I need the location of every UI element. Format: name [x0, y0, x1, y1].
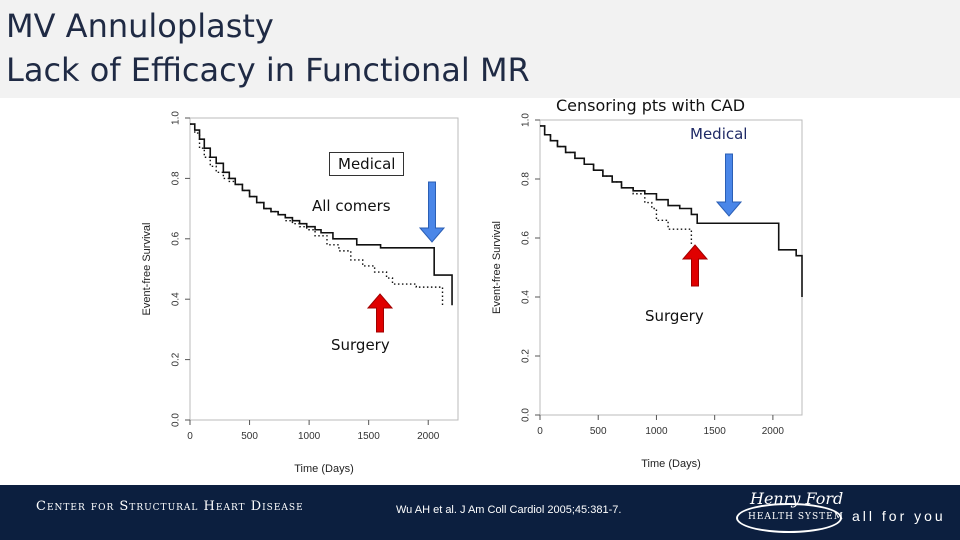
- right-medical-label: Medical: [690, 125, 748, 143]
- chart-1-ylabel: Event-free Survival: [491, 221, 503, 314]
- right-surgery-arrow-icon: [681, 244, 709, 287]
- left-medical-arrow-icon: [418, 181, 446, 243]
- chart-1-frame: [539, 119, 803, 416]
- chart-0-series-medical: [190, 123, 453, 306]
- slide-title-line2: Lack of Efficacy in Functional MR: [6, 51, 530, 89]
- chart-0-xtick-label-0: 0: [187, 431, 193, 442]
- chart-1-ytick-label-3: 0.6: [521, 231, 532, 245]
- chart-1-xtick-label-4: 2000: [762, 426, 785, 437]
- logo-ellipse-icon: [736, 503, 842, 533]
- chart-0-ytick-label-3: 0.6: [171, 231, 182, 245]
- chart-1-xlabel: Time (Days): [641, 458, 700, 470]
- chart-0-xtick-label-1: 500: [241, 431, 258, 442]
- chart-1-xtick-label-0: 0: [537, 426, 543, 437]
- left-surgery-label: Surgery: [331, 336, 390, 354]
- chart-1-xtick-label-1: 500: [590, 426, 607, 437]
- chart-0-ytick-label-2: 0.4: [171, 292, 182, 306]
- chart-1-ytick-label-5: 1.0: [521, 113, 532, 127]
- chart-1-series-medical: [540, 125, 803, 297]
- left-all-comers-label: All comers: [312, 197, 391, 215]
- slide-title-line1: MV Annuloplasty: [6, 7, 274, 45]
- chart-0-ytick-label-0: 0.0: [171, 413, 182, 427]
- title-bar: [0, 0, 960, 98]
- footer-citation: Wu AH et al. J Am Coll Cardiol 2005;45:3…: [396, 504, 622, 516]
- chart-0-series-surgery: [190, 123, 444, 306]
- logo-subtitle: HEALTH SYSTEM: [748, 512, 844, 522]
- chart-0-ytick-label-4: 0.8: [171, 171, 182, 185]
- chart-1-xtick-label-2: 1000: [645, 426, 668, 437]
- km-chart-censored-cad: 0.0 0.2 0.4 0.6 0.8 1.0 0 500 1000 1500 2000 Event-…: [491, 113, 803, 470]
- footer-bar: Center for Structural Heart Disease Wu A…: [0, 485, 960, 540]
- chart-0-ylabel: Event-free Survival: [141, 223, 153, 316]
- chart-0-xtick-label-4: 2000: [417, 431, 440, 442]
- logo-script: Henry Ford: [750, 489, 844, 508]
- left-surgery-arrow-icon: [366, 293, 394, 333]
- chart-0-ytick-label-5: 1.0: [171, 111, 182, 125]
- km-chart-all-comers: 0.0 0.2 0.4 0.6 0.8 1.0 0 500 1000 1500 2000 Event-…: [141, 111, 459, 475]
- footer-center-name: Center for Structural Heart Disease: [36, 499, 304, 514]
- right-surgery-label: Surgery: [645, 307, 704, 325]
- henry-ford-logo: Henry Ford HEALTH SYSTEM: [736, 489, 843, 533]
- chart-1-ytick-label-1: 0.2: [521, 349, 532, 363]
- chart-1-xtick-label-3: 1500: [704, 426, 727, 437]
- footer-tagline: all for you: [852, 508, 946, 524]
- chart-0-xtick-label-3: 1500: [358, 431, 381, 442]
- left-medical-label: Medical: [329, 152, 405, 176]
- arrow-layer: [366, 153, 743, 333]
- chart-0-ytick-label-1: 0.2: [171, 352, 182, 366]
- km-charts: 0.0 0.2 0.4 0.6 0.8 1.0 0 500 1000 1500 2000 Event-…: [141, 111, 803, 475]
- chart-1-series-surgery: [540, 125, 693, 244]
- chart-0-frame: [189, 117, 459, 421]
- chart-0-xlabel: Time (Days): [294, 463, 353, 475]
- chart-1-ytick-label-0: 0.0: [521, 408, 532, 422]
- chart-1-ytick-label-4: 0.8: [521, 172, 532, 186]
- chart-0-xtick-label-2: 1000: [298, 431, 321, 442]
- censoring-note: Censoring pts with CAD: [556, 96, 746, 115]
- chart-1-ytick-label-2: 0.4: [521, 290, 532, 304]
- right-medical-arrow-icon: [715, 153, 743, 217]
